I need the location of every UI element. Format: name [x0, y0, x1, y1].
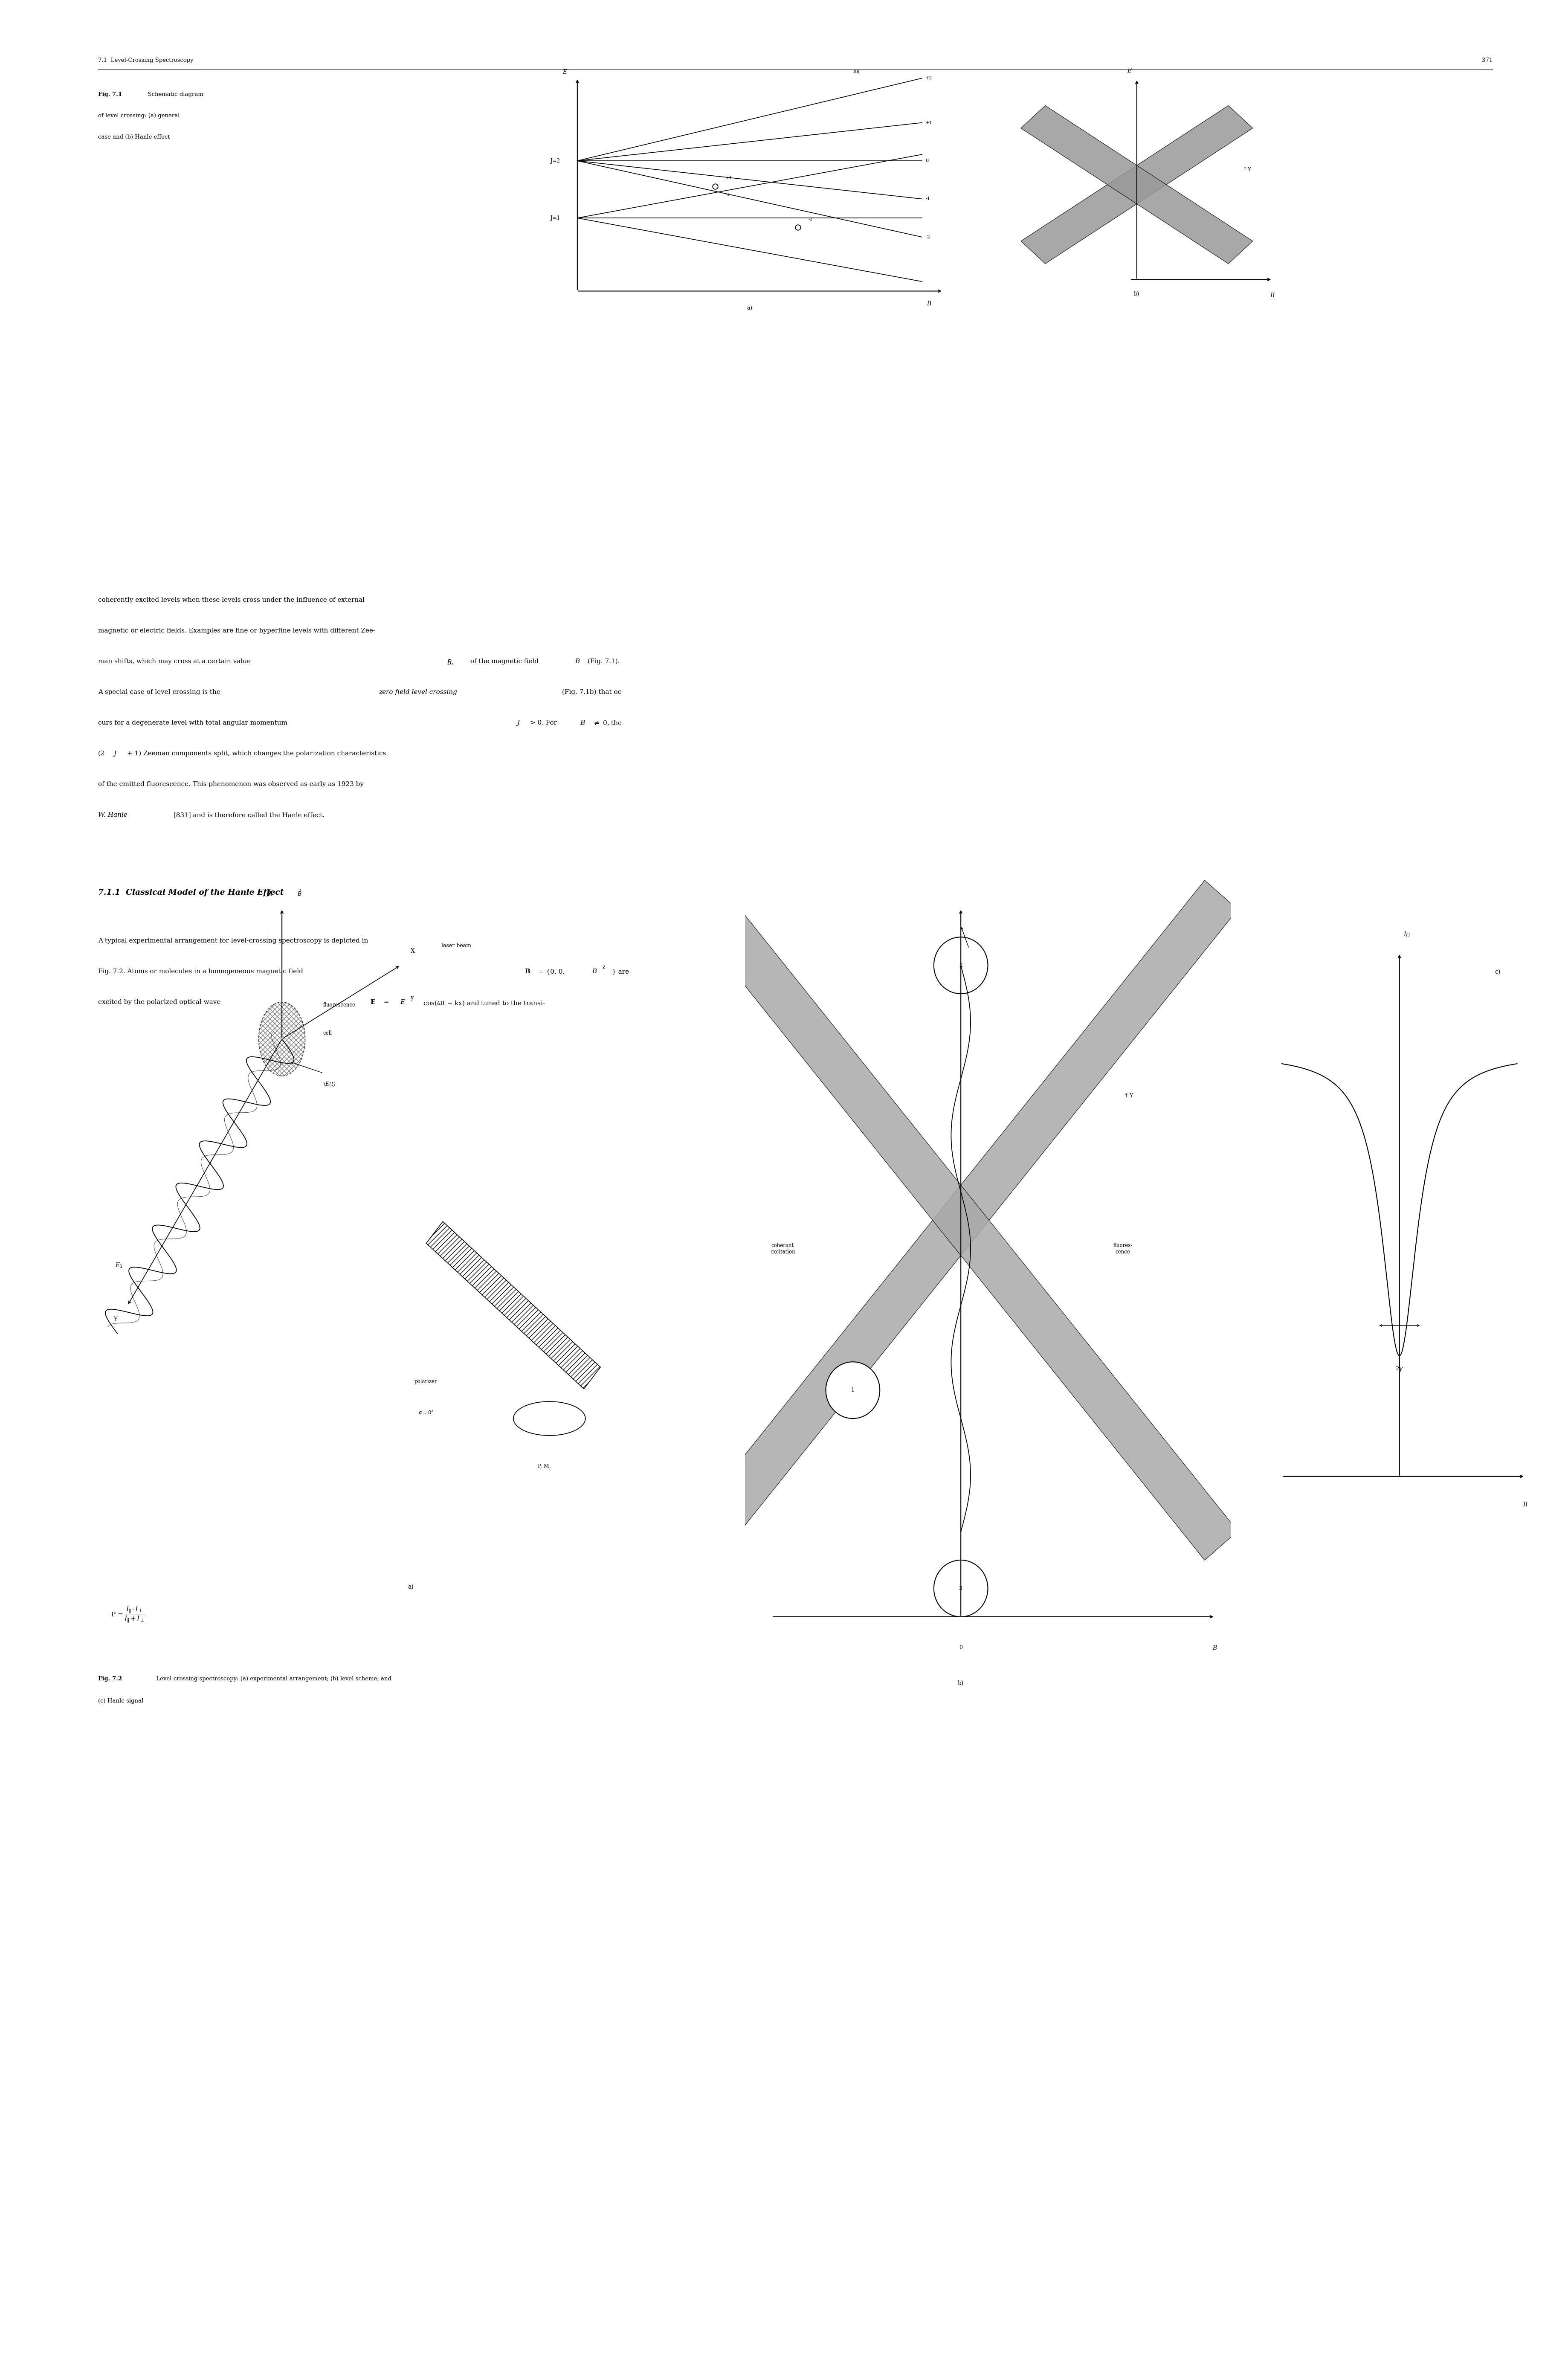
Text: $\vec{B}$: $\vec{B}$ — [298, 890, 303, 897]
Text: Level-crossing spectroscopy: (a) experimental arrangement; (b) level scheme; and: Level-crossing spectroscopy: (a) experim… — [154, 1676, 392, 1681]
Text: B: B — [1212, 1645, 1217, 1652]
Text: B: B — [580, 720, 585, 727]
Text: W. Hanle: W. Hanle — [99, 812, 127, 819]
Text: Y: Y — [113, 1316, 118, 1323]
Text: case and (b) Hanle effect: case and (b) Hanle effect — [99, 135, 169, 140]
Text: = {0, 0,: = {0, 0, — [536, 968, 568, 975]
Text: 371: 371 — [1482, 57, 1493, 64]
Text: man shifts, which may cross at a certain value: man shifts, which may cross at a certain… — [99, 658, 252, 665]
Text: m$_J$: m$_J$ — [853, 69, 859, 76]
Text: I$_{FI}$: I$_{FI}$ — [1403, 930, 1410, 937]
Text: J=2: J=2 — [550, 159, 560, 163]
Circle shape — [826, 1361, 880, 1418]
Text: $B_c$: $B_c$ — [447, 658, 455, 667]
Ellipse shape — [259, 1001, 306, 1077]
Text: + 1) Zeeman components split, which changes the polarization characteristics: + 1) Zeeman components split, which chan… — [125, 750, 386, 757]
Text: B: B — [1523, 1501, 1527, 1508]
Text: $\backslash$E(t): $\backslash$E(t) — [323, 1082, 336, 1086]
Text: $\neq$ 0, the: $\neq$ 0, the — [591, 720, 622, 727]
Text: $2\gamma$: $2\gamma$ — [1396, 1366, 1403, 1373]
Text: cell: cell — [323, 1030, 332, 1037]
Text: Fig. 7.2. Atoms or molecules in a homogeneous magnetic field: Fig. 7.2. Atoms or molecules in a homoge… — [99, 968, 306, 975]
Circle shape — [935, 937, 988, 994]
Polygon shape — [684, 881, 1237, 1560]
Text: B: B — [575, 658, 580, 665]
Text: zero-field level crossing: zero-field level crossing — [379, 689, 458, 696]
Text: Schematic diagram: Schematic diagram — [144, 92, 204, 97]
Text: +1: +1 — [726, 175, 732, 180]
Text: (2: (2 — [99, 750, 105, 757]
Text: laser beam: laser beam — [441, 942, 472, 949]
Text: polarizer: polarizer — [414, 1380, 437, 1385]
Text: 7.1.1  Classical Model of the Hanle Effect: 7.1.1 Classical Model of the Hanle Effec… — [99, 888, 284, 897]
Polygon shape — [426, 1221, 601, 1389]
Circle shape — [935, 1560, 988, 1617]
Text: coherently excited levels when these levels cross under the influence of externa: coherently excited levels when these lev… — [99, 596, 365, 604]
Text: +1: +1 — [925, 121, 933, 125]
Text: (c) Hanle signal: (c) Hanle signal — [99, 1697, 143, 1704]
Text: -2: -2 — [808, 218, 812, 220]
Text: fluorescence: fluorescence — [323, 1001, 356, 1008]
Text: } are: } are — [612, 968, 629, 975]
Text: J=1: J=1 — [550, 215, 560, 220]
Text: a): a) — [408, 1584, 414, 1591]
Text: y: y — [411, 994, 414, 1001]
Text: E: E — [1127, 69, 1132, 73]
Text: magnetic or electric fields. Examples are fine or hyperfine levels with differen: magnetic or electric fields. Examples ar… — [99, 627, 375, 634]
Text: $\uparrow$Y: $\uparrow$Y — [1123, 1094, 1134, 1098]
Text: c): c) — [1494, 968, 1501, 975]
Polygon shape — [1021, 107, 1253, 263]
Text: J: J — [114, 750, 116, 757]
Text: 0: 0 — [960, 1645, 963, 1650]
Text: E: E — [370, 999, 375, 1006]
Polygon shape — [1021, 107, 1253, 263]
Text: B: B — [591, 968, 597, 975]
Text: 7.1  Level-Crossing Spectroscopy: 7.1 Level-Crossing Spectroscopy — [99, 57, 193, 64]
Polygon shape — [684, 881, 1237, 1560]
Text: Fig. 7.2: Fig. 7.2 — [99, 1676, 122, 1681]
Text: 0: 0 — [925, 159, 928, 163]
Text: A special case of level crossing is the: A special case of level crossing is the — [99, 689, 223, 696]
Text: =: = — [381, 999, 392, 1006]
Text: X: X — [411, 949, 414, 954]
Text: b): b) — [1134, 291, 1140, 296]
Text: E: E — [563, 69, 568, 76]
Text: B: B — [525, 968, 530, 975]
Text: -1: -1 — [726, 192, 729, 196]
Text: P. M.: P. M. — [538, 1463, 550, 1470]
Text: cos($\omega$t $-$ kx) and tuned to the transi-: cos($\omega$t $-$ kx) and tuned to the t… — [422, 999, 546, 1006]
Text: J: J — [517, 720, 521, 727]
Text: (Fig. 7.1b) that oc-: (Fig. 7.1b) that oc- — [560, 689, 624, 696]
Text: z: z — [602, 963, 605, 970]
Text: a): a) — [746, 305, 753, 312]
Text: -2: -2 — [925, 234, 930, 239]
Text: 3: 3 — [960, 1586, 963, 1591]
Text: $\alpha=0°$: $\alpha=0°$ — [419, 1411, 434, 1415]
Text: P = $\dfrac{I_{\|} \cdot I_{\bot}}{I_{\|} + I_{\bot}}$: P = $\dfrac{I_{\|} \cdot I_{\bot}}{I_{\|… — [111, 1605, 146, 1624]
Text: 1: 1 — [851, 1387, 855, 1392]
Text: A typical experimental arrangement for level-crossing spectroscopy is depicted i: A typical experimental arrangement for l… — [99, 937, 368, 944]
Text: fluores-
cence: fluores- cence — [1113, 1243, 1132, 1255]
Text: of the emitted fluorescence. This phenomenon was observed as early as 1923 by: of the emitted fluorescence. This phenom… — [99, 781, 364, 788]
Text: b): b) — [958, 1681, 964, 1685]
Text: 2: 2 — [960, 963, 963, 968]
Text: of level crossing: (a) general: of level crossing: (a) general — [99, 114, 180, 118]
Text: excited by the polarized optical wave: excited by the polarized optical wave — [99, 999, 223, 1006]
Text: (Fig. 7.1).: (Fig. 7.1). — [585, 658, 619, 665]
Text: [831] and is therefore called the Hanle effect.: [831] and is therefore called the Hanle … — [171, 812, 325, 819]
Text: B: B — [927, 301, 931, 308]
Text: +2: +2 — [925, 76, 933, 80]
Text: of the magnetic field: of the magnetic field — [469, 658, 541, 665]
Ellipse shape — [513, 1401, 585, 1434]
Text: > 0. For: > 0. For — [528, 720, 560, 727]
Text: $\uparrow$Y: $\uparrow$Y — [1242, 166, 1251, 170]
Text: -1: -1 — [925, 196, 930, 201]
Text: coherant
excitation: coherant excitation — [770, 1243, 795, 1255]
Text: Z: Z — [267, 892, 271, 897]
Text: B: B — [1270, 294, 1275, 298]
Text: E$_1$: E$_1$ — [114, 1262, 122, 1269]
Text: E: E — [400, 999, 405, 1006]
Text: curs for a degenerate level with total angular momentum: curs for a degenerate level with total a… — [99, 720, 290, 727]
Text: Fig. 7.1: Fig. 7.1 — [99, 92, 122, 97]
